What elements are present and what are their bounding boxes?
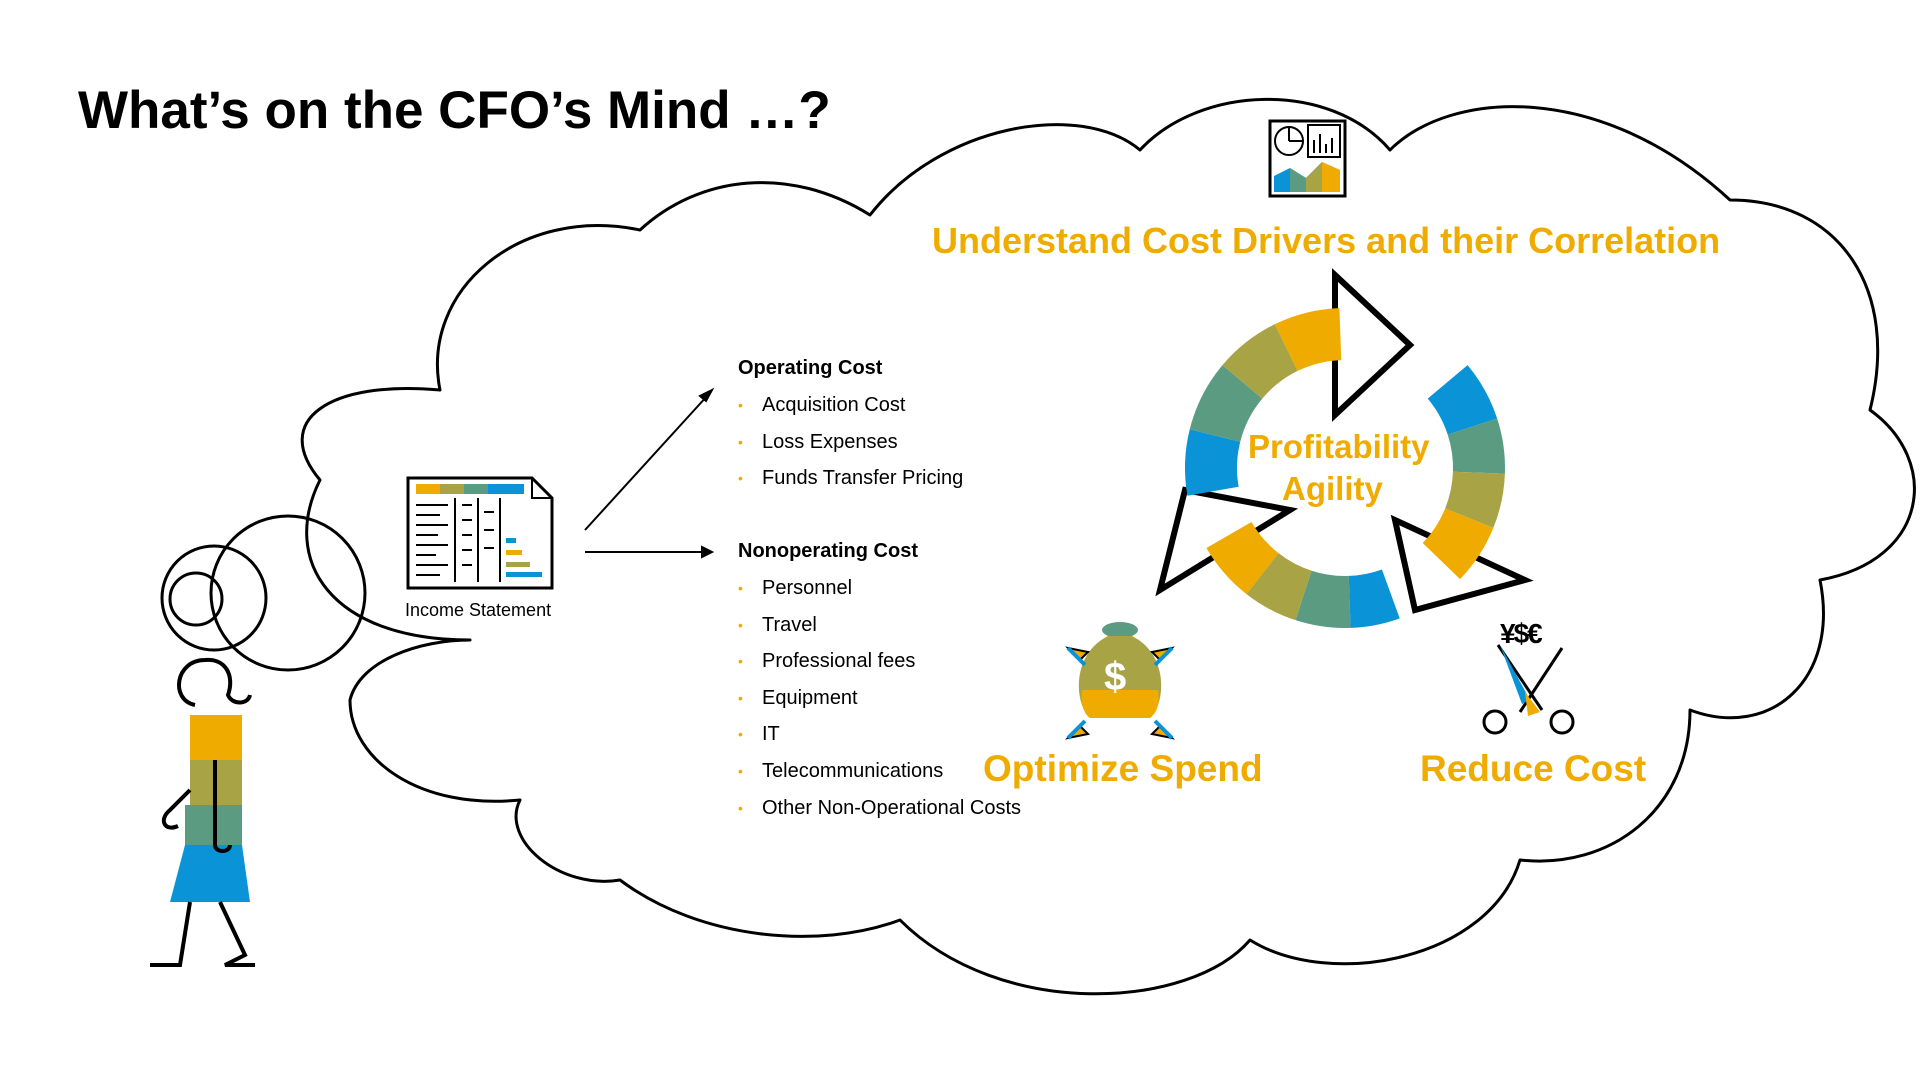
ring-segment-top-3 bbox=[1274, 308, 1342, 371]
list-item: • Acquisition Cost bbox=[738, 394, 906, 416]
list-item: • Equipment bbox=[738, 686, 858, 709]
thought-bubble-large bbox=[209, 514, 367, 672]
page-title: What’s on the CFO’s Mind …? bbox=[78, 81, 831, 140]
list-item: • IT bbox=[738, 723, 780, 746]
list-item: • Loss Expenses bbox=[738, 430, 898, 453]
list-item: • Funds Transfer Pricing bbox=[738, 467, 964, 490]
operating-cost-list: Operating Cost • Acquisition Cost • Loss E… bbox=[738, 357, 963, 504]
nonoperating-cost-heading: Nonoperating Cost bbox=[738, 540, 918, 562]
thought-cloud bbox=[300, 97, 1916, 996]
list-item: • Professional fees bbox=[738, 650, 916, 673]
chart-board-icon bbox=[1268, 119, 1347, 198]
cycle-top-label: Understand Cost Drivers and their Correl… bbox=[932, 220, 1721, 261]
list-item: • Personnel bbox=[738, 577, 853, 599]
list-item: • Other Non-Operational Costs bbox=[738, 796, 1022, 819]
income-statement-label: Income Statement bbox=[405, 600, 552, 620]
ring-segment-bottom-1 bbox=[1246, 553, 1312, 621]
list-item: • Telecommunications bbox=[738, 759, 944, 782]
thought-bubble-medium bbox=[160, 544, 268, 652]
cycle-left-label: Optimize Spend bbox=[983, 748, 1263, 789]
ring-segment-bottom-3 bbox=[1348, 569, 1400, 628]
scissors-icon bbox=[1482, 644, 1575, 735]
expand-arrows-icon bbox=[1064, 646, 1176, 740]
operating-cost-heading: Operating Cost bbox=[738, 357, 883, 379]
ring-segment-right-3 bbox=[1422, 508, 1494, 580]
cycle-ring bbox=[1185, 308, 1505, 628]
ring-segment-top-1 bbox=[1189, 365, 1263, 442]
ring-segment-bottom-0 bbox=[1206, 522, 1279, 595]
cycle-right-label: Reduce Cost bbox=[1420, 748, 1647, 789]
income-arrows bbox=[584, 387, 715, 559]
ring-segment-right-2 bbox=[1445, 471, 1505, 528]
cycle-center-line2: Agility bbox=[1282, 470, 1383, 507]
money-bag-symbol: $ bbox=[1104, 655, 1127, 699]
ring-segment-top-2 bbox=[1222, 324, 1298, 399]
ring-segment-right-0 bbox=[1427, 365, 1498, 435]
money-bag-icon bbox=[1078, 622, 1162, 718]
cycle-center-line1: Profitability bbox=[1248, 428, 1430, 465]
ring-segment-top-0 bbox=[1185, 429, 1241, 496]
currency-icon: ¥$€ bbox=[1500, 618, 1543, 649]
ring-segment-right-1 bbox=[1447, 418, 1505, 474]
thought-bubble-small bbox=[168, 571, 224, 627]
person-icon bbox=[150, 657, 255, 967]
income-statement-icon bbox=[406, 476, 554, 590]
ring-segment-bottom-2 bbox=[1295, 570, 1351, 628]
nonoperating-cost-list: Nonoperating Cost • Personnel • Travel • Pr… bbox=[738, 540, 1021, 833]
list-item: • Travel bbox=[738, 613, 817, 636]
